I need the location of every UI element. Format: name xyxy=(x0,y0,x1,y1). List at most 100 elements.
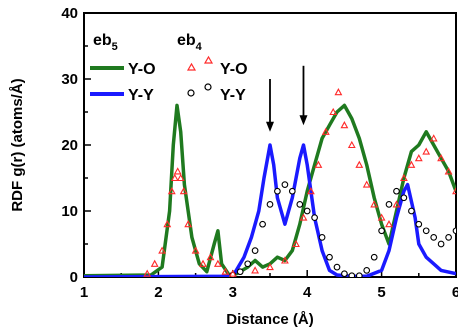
series-eb4-y-y-point xyxy=(303,207,311,215)
x-axis-label: Distance (Å) xyxy=(226,311,314,328)
annotation-layer xyxy=(266,65,308,132)
series-eb4-y-y-point xyxy=(430,234,438,241)
series-eb4-y-o-point xyxy=(392,200,401,208)
x-tick-label: 6 xyxy=(452,284,458,301)
series-eb4-y-o-point xyxy=(206,253,215,261)
series-layer xyxy=(84,88,456,277)
series-eb4-y-y-point xyxy=(288,187,296,195)
series-eb4-y-y-point xyxy=(333,263,341,271)
series-eb4-y-y-point xyxy=(341,270,348,277)
series-eb4-y-y-point xyxy=(274,187,281,195)
series-eb4-y-o-point xyxy=(444,167,453,175)
series-eb4-y-y-point xyxy=(259,220,266,228)
series-eb4-y-y-point xyxy=(311,214,318,221)
legend-eb4-yy-label: Y-Y xyxy=(220,87,246,104)
series-eb4-y-o-point xyxy=(334,88,343,96)
series-eb4-y-y-point xyxy=(385,201,393,208)
series-eb4-y-y-point xyxy=(445,234,452,241)
legend-eb5-yo-label: Y-O xyxy=(128,61,156,78)
y-tick-label: 20 xyxy=(61,137,78,154)
series-eb4-y-o-point xyxy=(163,220,172,228)
series-eb4-y-o-point xyxy=(280,256,289,264)
series-eb4-y-o-point xyxy=(399,173,408,182)
series-eb4-y-o-point xyxy=(355,160,364,168)
series-eb4-y-y-point xyxy=(326,253,333,261)
legend-eb5: eb5 Y-O Y-Y xyxy=(90,32,156,104)
series-eb4-y-o-point xyxy=(314,160,323,168)
series-eb4-y-y-point xyxy=(355,272,363,277)
series-eb4-y-y-point xyxy=(318,234,326,241)
series-eb5-y-y-line xyxy=(84,143,456,277)
series-eb4-y-y-point xyxy=(296,201,304,208)
series-eb4-y-o-point xyxy=(170,173,179,182)
series-eb4-y-o-point xyxy=(377,213,386,221)
series-eb4-y-y-point xyxy=(244,260,252,268)
series-eb4-y-o-point xyxy=(422,147,431,155)
series-eb4-y-o-point xyxy=(370,200,379,208)
legend-eb5-title: eb5 xyxy=(93,32,118,53)
series-eb4-y-o-point xyxy=(437,154,446,162)
series-eb5-y-o-line xyxy=(84,103,456,277)
series-eb4-y-o-point xyxy=(299,213,308,221)
series-eb4-y-y-point xyxy=(393,187,400,195)
series-eb4-y-o-point xyxy=(329,107,338,116)
series-eb4-y-y-point xyxy=(400,194,408,202)
series-eb4-y-o-point xyxy=(191,246,200,254)
series-eb4-y-y-point xyxy=(415,220,423,228)
series-eb4-y-y-point xyxy=(266,201,274,208)
arrow-1-head xyxy=(266,121,274,132)
legend-eb4-yo-markers xyxy=(186,55,214,71)
series-eb4-y-o-point xyxy=(173,167,182,175)
x-tick-label: 1 xyxy=(80,284,88,301)
legend-eb4-title: eb4 xyxy=(177,32,203,53)
legend-eb4: eb4 Y-O Y-Y xyxy=(177,32,248,104)
legend-eb5-yy-label: Y-Y xyxy=(128,87,154,104)
series-eb4-y-y-point xyxy=(422,227,430,235)
series-eb4-y-o-point xyxy=(158,246,167,254)
y-axis-label: RDF g(r) (atoms/Å) xyxy=(9,78,26,211)
series-eb4-y-o-point xyxy=(176,173,185,182)
series-eb4-y-o-point xyxy=(199,259,207,267)
series-eb4-y-o-point xyxy=(321,127,330,135)
series-eb4-y-o-point xyxy=(266,262,274,271)
series-eb4-y-y-point xyxy=(236,268,244,276)
series-eb4-y-y-point xyxy=(348,272,356,277)
y-tick-label: 10 xyxy=(61,203,78,220)
series-eb4-y-y-point xyxy=(378,227,385,235)
series-eb4-y-y-point xyxy=(452,227,456,235)
series-eb4-y-o-point xyxy=(306,187,315,195)
series-eb4-y-y-point xyxy=(437,240,445,248)
x-tick-label: 5 xyxy=(377,284,385,301)
y-tick-label: 40 xyxy=(61,5,78,22)
x-tick-label: 3 xyxy=(229,284,237,301)
x-tick-label: 4 xyxy=(303,284,312,301)
series-eb4-y-y-point xyxy=(281,181,289,188)
series-eb4-y-o-point xyxy=(184,220,193,228)
x-tick-label: 2 xyxy=(154,284,162,301)
series-eb4-y-o-point xyxy=(150,259,159,267)
legend-eb4-yy-markers xyxy=(187,83,212,97)
series-eb4-y-o-point xyxy=(213,259,222,267)
series-eb4-y-o-point xyxy=(179,187,188,195)
series-eb4-y-o-point xyxy=(292,239,300,248)
series-eb4-y-y-point xyxy=(363,267,371,274)
series-eb4-y-o-point xyxy=(429,134,438,142)
axis-ticks: 1 2 3 4 5 6 0 10 20 30 40 xyxy=(61,5,458,301)
series-eb4-y-o-point xyxy=(143,269,152,277)
arrow-2-head xyxy=(299,115,308,126)
series-eb4-y-o-point xyxy=(221,267,230,275)
series-eb4-y-o-point xyxy=(407,160,416,168)
series-eb4-y-o-point xyxy=(167,187,176,195)
y-tick-label: 30 xyxy=(61,71,78,88)
series-eb4-y-o-point xyxy=(228,269,237,277)
series-eb4-y-o-point xyxy=(452,187,456,195)
series-eb4-y-o-point xyxy=(340,121,349,129)
legend-eb4-yo-label: Y-O xyxy=(220,61,248,78)
series-eb4-y-o-point xyxy=(362,180,371,188)
series-eb4-y-o-point xyxy=(251,266,260,274)
series-eb4-y-y-point xyxy=(370,253,378,261)
series-eb4-y-y-point xyxy=(408,207,415,215)
y-tick-label: 0 xyxy=(70,269,78,286)
series-eb4-y-o-point xyxy=(347,140,356,149)
